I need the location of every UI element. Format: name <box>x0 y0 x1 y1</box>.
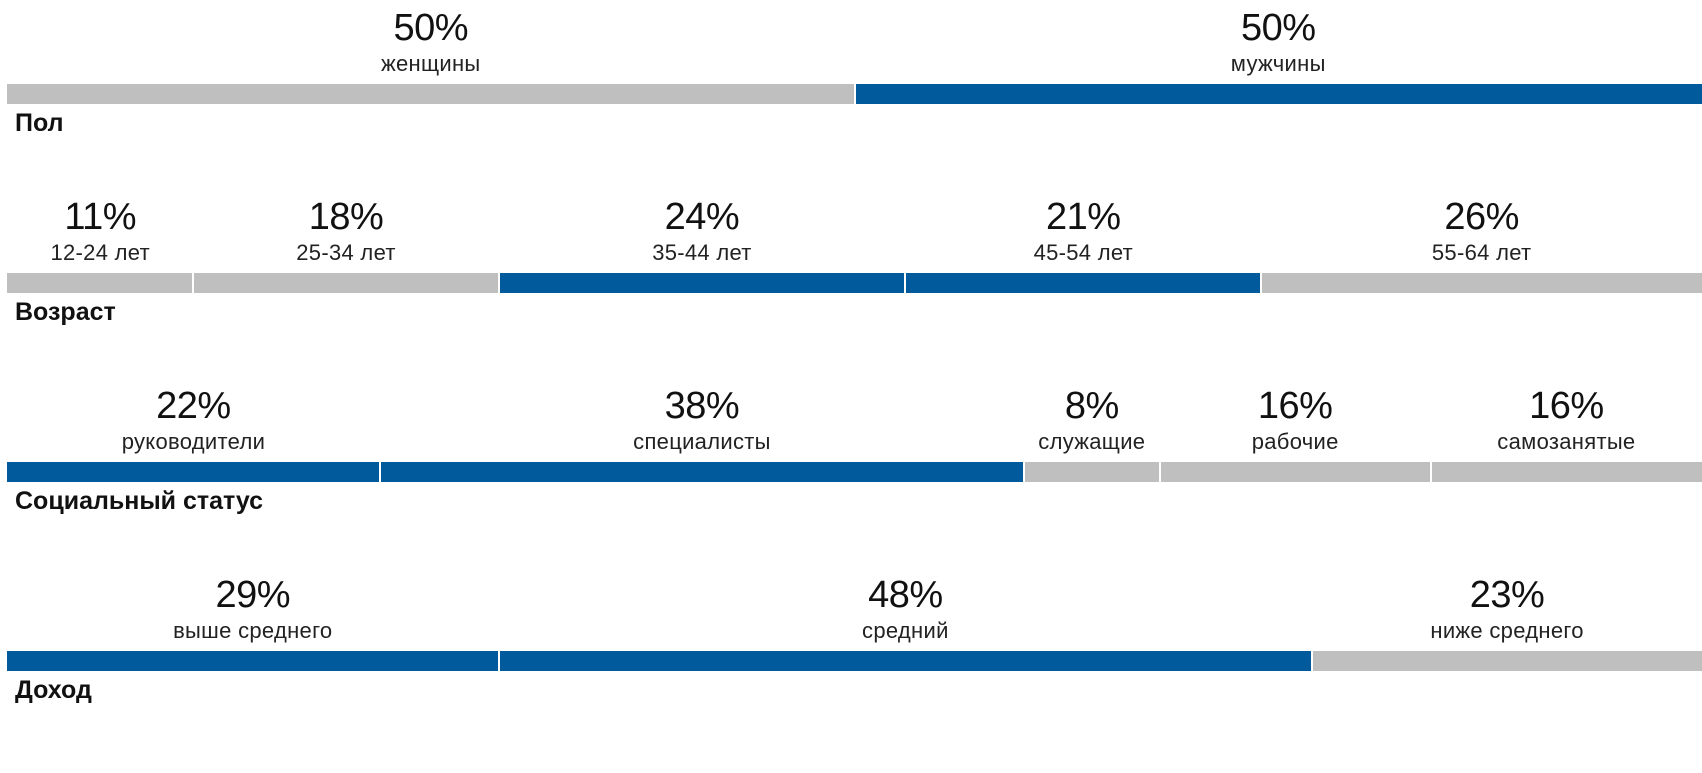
category-label: 45-54 лет <box>1034 240 1134 266</box>
bar-segment <box>499 273 906 293</box>
category-label: руководители <box>122 429 265 455</box>
bar-segment <box>855 84 1702 104</box>
bar-segment <box>1024 462 1160 482</box>
segment-label: 18%25-34 лет <box>296 195 396 266</box>
segment-label: 16%рабочие <box>1252 384 1339 455</box>
value-label: 8% <box>1038 384 1145 428</box>
stacked-bar <box>7 462 1702 482</box>
bar-segment <box>193 273 498 293</box>
segment-divider <box>498 651 500 671</box>
stacked-bar <box>7 651 1702 671</box>
row-title: Пол <box>15 108 64 138</box>
category-label: мужчины <box>1231 51 1326 77</box>
value-label: 16% <box>1497 384 1635 428</box>
bar-segment <box>380 462 1024 482</box>
value-label: 11% <box>50 195 150 239</box>
segment-divider <box>904 273 906 293</box>
segment-label: 16%самозанятые <box>1497 384 1635 455</box>
segment-label: 11%12-24 лет <box>50 195 150 266</box>
value-label: 26% <box>1432 195 1532 239</box>
row-title: Возраст <box>15 297 116 327</box>
value-label: 21% <box>1034 195 1134 239</box>
value-label: 23% <box>1430 573 1583 617</box>
value-label: 24% <box>652 195 752 239</box>
row-income: 29%выше среднего 48%средний 23%ниже средне… <box>7 573 1702 773</box>
segment-label: 8%служащие <box>1038 384 1145 455</box>
bar-segment <box>1312 651 1702 671</box>
segment-label: 29%выше среднего <box>173 573 332 644</box>
value-label: 38% <box>633 384 771 428</box>
segment-label: 22%руководители <box>122 384 265 455</box>
segment-label: 50%женщины <box>381 6 481 77</box>
value-label: 18% <box>296 195 396 239</box>
segment-divider <box>1430 462 1432 482</box>
segment-divider <box>379 462 381 482</box>
segment-divider <box>1260 273 1262 293</box>
value-label: 48% <box>862 573 949 617</box>
segment-divider <box>1159 462 1161 482</box>
category-label: ниже среднего <box>1430 618 1583 644</box>
segment-divider <box>498 273 500 293</box>
bar-segment <box>1160 462 1431 482</box>
stacked-bar <box>7 273 1702 293</box>
value-label: 22% <box>122 384 265 428</box>
row-social-status: 22%руководители 38%специалисты 8%служащие 1… <box>7 384 1702 584</box>
segment-divider <box>192 273 194 293</box>
row-title: Социальный статус <box>15 486 263 516</box>
category-label: выше среднего <box>173 618 332 644</box>
value-label: 50% <box>1231 6 1326 50</box>
segment-label: 50%мужчины <box>1231 6 1326 77</box>
segment-divider <box>854 84 856 104</box>
category-label: 25-34 лет <box>296 240 396 266</box>
row-title: Доход <box>15 675 92 705</box>
category-label: специалисты <box>633 429 771 455</box>
stacked-bar <box>7 84 1702 104</box>
bar-segment <box>1261 273 1702 293</box>
segment-label: 23%ниже среднего <box>1430 573 1583 644</box>
value-label: 29% <box>173 573 332 617</box>
category-label: самозанятые <box>1497 429 1635 455</box>
category-label: служащие <box>1038 429 1145 455</box>
segment-label: 26%55-64 лет <box>1432 195 1532 266</box>
category-label: рабочие <box>1252 429 1339 455</box>
bar-segment <box>905 273 1261 293</box>
bar-segment <box>7 84 855 104</box>
bar-segment <box>7 651 499 671</box>
bar-segment <box>1431 462 1702 482</box>
category-label: женщины <box>381 51 481 77</box>
bar-segment <box>499 651 1313 671</box>
segment-label: 48%средний <box>862 573 949 644</box>
category-label: 12-24 лет <box>50 240 150 266</box>
value-label: 50% <box>381 6 481 50</box>
segment-divider <box>1311 651 1313 671</box>
bar-segment <box>7 462 380 482</box>
segment-label: 21%45-54 лет <box>1034 195 1134 266</box>
segment-divider <box>1023 462 1025 482</box>
bar-segment <box>7 273 193 293</box>
segment-label: 24%35-44 лет <box>652 195 752 266</box>
category-label: 35-44 лет <box>652 240 752 266</box>
value-label: 16% <box>1252 384 1339 428</box>
category-label: средний <box>862 618 949 644</box>
segment-label: 38%специалисты <box>633 384 771 455</box>
row-age: 11%12-24 лет 18%25-34 лет 24%35-44 лет 21%4… <box>7 195 1702 395</box>
category-label: 55-64 лет <box>1432 240 1532 266</box>
